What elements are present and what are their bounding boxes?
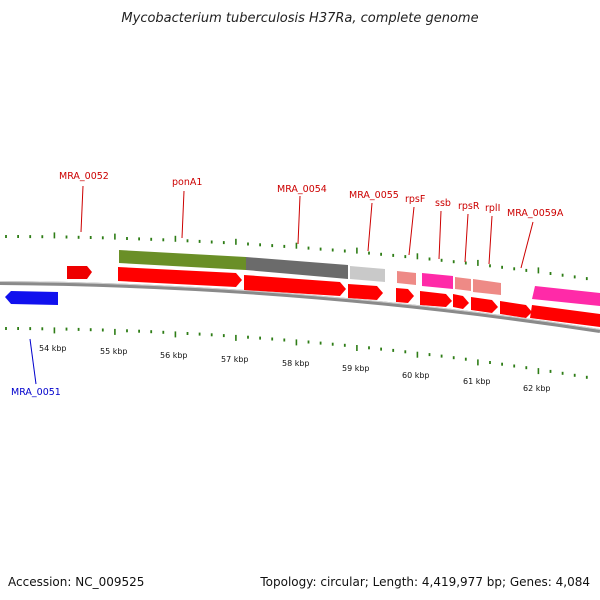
- feature-ssb-magenta[interactable]: [422, 273, 453, 289]
- cds-arrow-5[interactable]: [420, 291, 452, 307]
- label-rpli[interactable]: rplI: [485, 203, 500, 214]
- feature-rpsf-salmon[interactable]: [397, 271, 416, 285]
- leader-mra0059a: [520, 221, 534, 269]
- feature-mra0055-lightgray[interactable]: [350, 266, 385, 282]
- feature-mra0051-blue[interactable]: [5, 291, 58, 305]
- label-rpsf[interactable]: rpsF: [405, 194, 425, 205]
- gene-track-upper: [67, 250, 600, 306]
- genome-backbone: [0, 281, 600, 333]
- label-mra0059a[interactable]: MRA_0059A: [507, 208, 564, 219]
- map-title: Mycobacterium tuberculosis H37Ra, comple…: [121, 11, 478, 26]
- leader-ssb: [438, 210, 442, 260]
- scale-label-59: 59 kbp: [342, 364, 370, 373]
- cds-arrow-7[interactable]: [471, 297, 498, 313]
- leader-pona1: [181, 190, 185, 239]
- label-mra0054[interactable]: MRA_0054: [277, 184, 327, 195]
- genome-summary-text: Topology: circular; Length: 4,419,977 bp…: [259, 575, 590, 589]
- leader-rpli: [488, 215, 493, 265]
- label-mra0051[interactable]: MRA_0051: [11, 387, 61, 398]
- scale-label-58: 58 kbp: [282, 359, 310, 368]
- scale-label-60: 60 kbp: [402, 371, 430, 380]
- leader-rpsf: [408, 206, 415, 256]
- cds-arrow-9[interactable]: [530, 305, 600, 327]
- label-rpsr[interactable]: rpsR: [458, 201, 480, 212]
- cds-arrow-8[interactable]: [500, 301, 532, 318]
- accession-text: Accession: NC_009525: [8, 575, 144, 589]
- cds-track: [118, 267, 600, 327]
- cds-arrow-3[interactable]: [348, 284, 383, 300]
- feature-rpli-salmon[interactable]: [473, 279, 501, 295]
- tick-row-lower: [5, 327, 588, 379]
- feature-mra0054-gray[interactable]: [246, 257, 348, 279]
- scale-label-62: 62 kbp: [523, 384, 551, 393]
- cds-arrow-6[interactable]: [453, 294, 469, 309]
- leader-mra0055: [367, 202, 373, 252]
- gene-labels: MRA_0051 MRA_0052 ponA1 MRA_0054 MRA_005…: [11, 171, 564, 398]
- scale-labels: 54 kbp 55 kbp 56 kbp 57 kbp 58 kbp 59 kb…: [39, 344, 551, 393]
- scale-label-61: 61 kbp: [463, 377, 491, 386]
- label-mra0055[interactable]: MRA_0055: [349, 190, 399, 201]
- label-mra0052[interactable]: MRA_0052: [59, 171, 109, 182]
- scale-label-56: 56 kbp: [160, 351, 188, 360]
- feature-mra0052[interactable]: [67, 266, 92, 279]
- leader-mra0054: [297, 195, 301, 245]
- scale-label-55: 55 kbp: [100, 347, 128, 356]
- scale-label-54: 54 kbp: [39, 344, 67, 353]
- feature-rpsr-salmon[interactable]: [455, 277, 471, 291]
- tick-row-upper: [5, 232, 588, 281]
- scale-label-57: 57 kbp: [221, 355, 249, 364]
- cds-arrow-4[interactable]: [396, 288, 414, 303]
- feature-pona1-olive[interactable]: [119, 250, 246, 270]
- leader-rpsr: [464, 213, 469, 263]
- cds-arrow-2[interactable]: [244, 275, 346, 296]
- label-ssb[interactable]: ssb: [435, 198, 451, 209]
- leader-mra0051: [29, 338, 37, 385]
- genome-backbone-highlight: [0, 281, 600, 330]
- cds-arrow-1[interactable]: [118, 267, 242, 287]
- feature-mra0059a-magenta[interactable]: [532, 286, 600, 306]
- label-pona1[interactable]: ponA1: [172, 177, 202, 188]
- leader-mra0052: [80, 185, 84, 233]
